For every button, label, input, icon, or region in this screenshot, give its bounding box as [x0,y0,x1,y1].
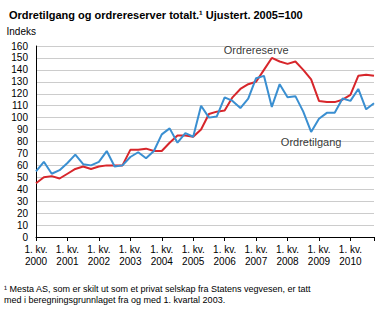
svg-text:100: 100 [11,112,28,123]
svg-text:1. kv.: 1. kv. [307,244,330,255]
svg-text:1. kv.: 1. kv. [119,244,142,255]
svg-text:30: 30 [17,196,29,207]
svg-text:Ordretilgang: Ordretilgang [281,136,342,148]
svg-text:10: 10 [17,220,29,231]
svg-text:2002: 2002 [88,256,111,267]
svg-text:1. kv.: 1. kv. [339,244,362,255]
svg-text:1. kv.: 1. kv. [245,244,268,255]
svg-text:80: 80 [17,136,29,147]
svg-text:50: 50 [17,172,29,183]
svg-text:2009: 2009 [308,256,331,267]
svg-text:2006: 2006 [214,256,237,267]
svg-text:60: 60 [17,160,29,171]
svg-text:2004: 2004 [151,256,174,267]
svg-text:110: 110 [12,100,28,111]
svg-text:1. kv.: 1. kv. [87,244,110,255]
svg-text:Indeks: Indeks [7,26,36,37]
svg-text:Ordrereserve: Ordrereserve [224,44,289,56]
svg-text:70: 70 [17,148,29,159]
svg-text:2000: 2000 [25,256,48,267]
svg-text:2001: 2001 [56,256,79,267]
svg-text:90: 90 [17,124,29,135]
svg-text:1. kv.: 1. kv. [276,244,299,255]
svg-text:40: 40 [17,184,29,195]
svg-text:2007: 2007 [245,256,268,267]
svg-text:2008: 2008 [276,256,299,267]
svg-text:160: 160 [11,41,28,52]
svg-text:20: 20 [17,208,29,219]
svg-text:Ordretilgang og ordrereserver: Ordretilgang og ordrereserver totalt.¹ U… [9,9,303,21]
svg-text:2010: 2010 [339,256,362,267]
svg-text:1. kv.: 1. kv. [150,244,173,255]
svg-text:0: 0 [22,232,28,243]
svg-text:150: 150 [11,52,28,63]
svg-text:130: 130 [11,76,28,87]
svg-text:2005: 2005 [182,256,205,267]
svg-text:120: 120 [11,88,28,99]
svg-text:1. kv.: 1. kv. [213,244,236,255]
svg-text:140: 140 [11,64,28,75]
svg-text:¹ Mesta AS, som er skilt ut so: ¹ Mesta AS, som er skilt ut som et priva… [4,284,311,294]
svg-text:med i beregningsgrunnlaget fra: med i beregningsgrunnlaget fra og med 1.… [4,295,225,305]
svg-text:1. kv.: 1. kv. [24,244,47,255]
svg-text:2003: 2003 [119,256,142,267]
svg-text:1. kv.: 1. kv. [182,244,205,255]
svg-text:1. kv.: 1. kv. [56,244,79,255]
